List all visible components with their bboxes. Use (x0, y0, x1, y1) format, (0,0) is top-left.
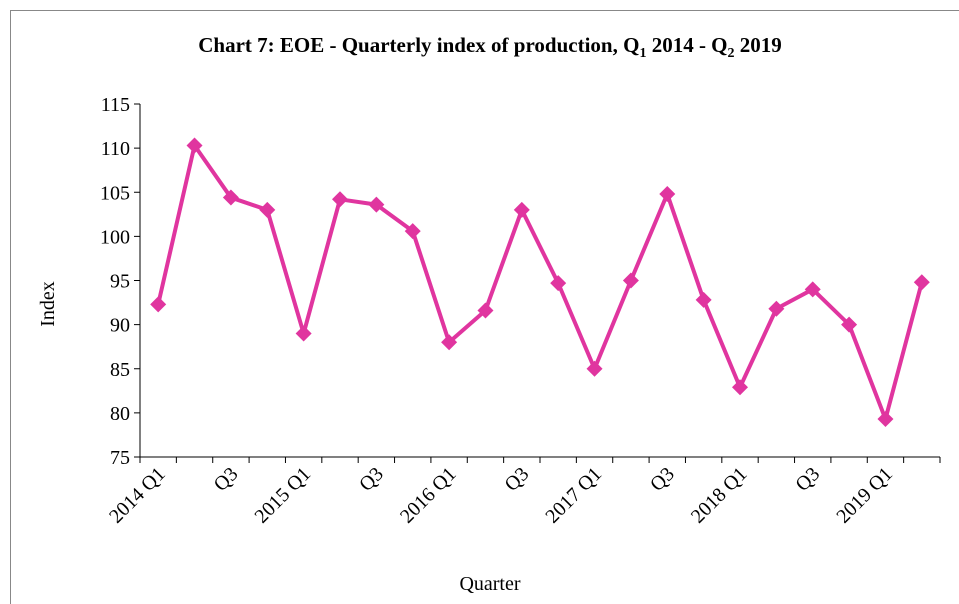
y-tick-label: 110 (101, 138, 130, 160)
title-part: Chart 7: EOE - Quarterly index of produc… (198, 33, 639, 57)
point (150, 296, 167, 313)
x-tick-label: 2015 Q1 (251, 463, 316, 528)
point (695, 291, 712, 308)
point (804, 281, 821, 298)
chart-border (10, 10, 959, 604)
series-line (156, 143, 924, 422)
title-part: 2014 - Q (646, 33, 727, 57)
point (913, 274, 930, 291)
chart-title: Chart 7: EOE - Quarterly index of produc… (198, 33, 782, 61)
point (877, 411, 894, 428)
point (332, 191, 348, 208)
y-tick-label: 105 (100, 182, 130, 204)
y-tick-label: 115 (101, 94, 130, 116)
title-sub: 1 (639, 46, 646, 61)
x-tick-label: 2016 Q1 (396, 463, 461, 528)
point (513, 201, 530, 218)
x-axis-label: Quarter (459, 573, 520, 595)
x-tick-label: 2017 Q1 (541, 463, 606, 528)
y-tick-label: 90 (110, 315, 130, 337)
x-tick-label: Q3 (791, 463, 824, 496)
point (732, 379, 748, 396)
x-tick-label: 2018 Q1 (687, 463, 752, 528)
point (368, 196, 385, 213)
point (259, 201, 276, 218)
point (659, 186, 676, 203)
x-tick-label: Q3 (501, 463, 534, 496)
x-tick-label: Q3 (355, 463, 388, 496)
x-tick-label: 2014 Q1 (105, 463, 170, 528)
point (295, 325, 312, 342)
title-sub: 2 (728, 46, 735, 61)
x-tick-label: Q3 (646, 463, 679, 496)
title-part: 2019 (735, 33, 782, 57)
y-tick-label: 95 (110, 271, 130, 293)
point (441, 334, 458, 351)
y-axis-label: Index (37, 281, 59, 327)
y-tick-label: 80 (110, 403, 130, 425)
x-tick-label: 2019 Q1 (832, 463, 897, 528)
point (768, 300, 785, 317)
point (586, 360, 603, 377)
y-tick-label: 85 (110, 359, 130, 381)
point (477, 302, 494, 319)
point (404, 223, 421, 240)
point (186, 137, 203, 154)
point (222, 189, 239, 206)
y-tick-label: 100 (100, 226, 130, 248)
point (841, 316, 858, 333)
y-tick-label: 75 (110, 447, 130, 469)
point (550, 275, 567, 292)
point (622, 272, 639, 289)
x-tick-label: Q3 (210, 463, 243, 496)
